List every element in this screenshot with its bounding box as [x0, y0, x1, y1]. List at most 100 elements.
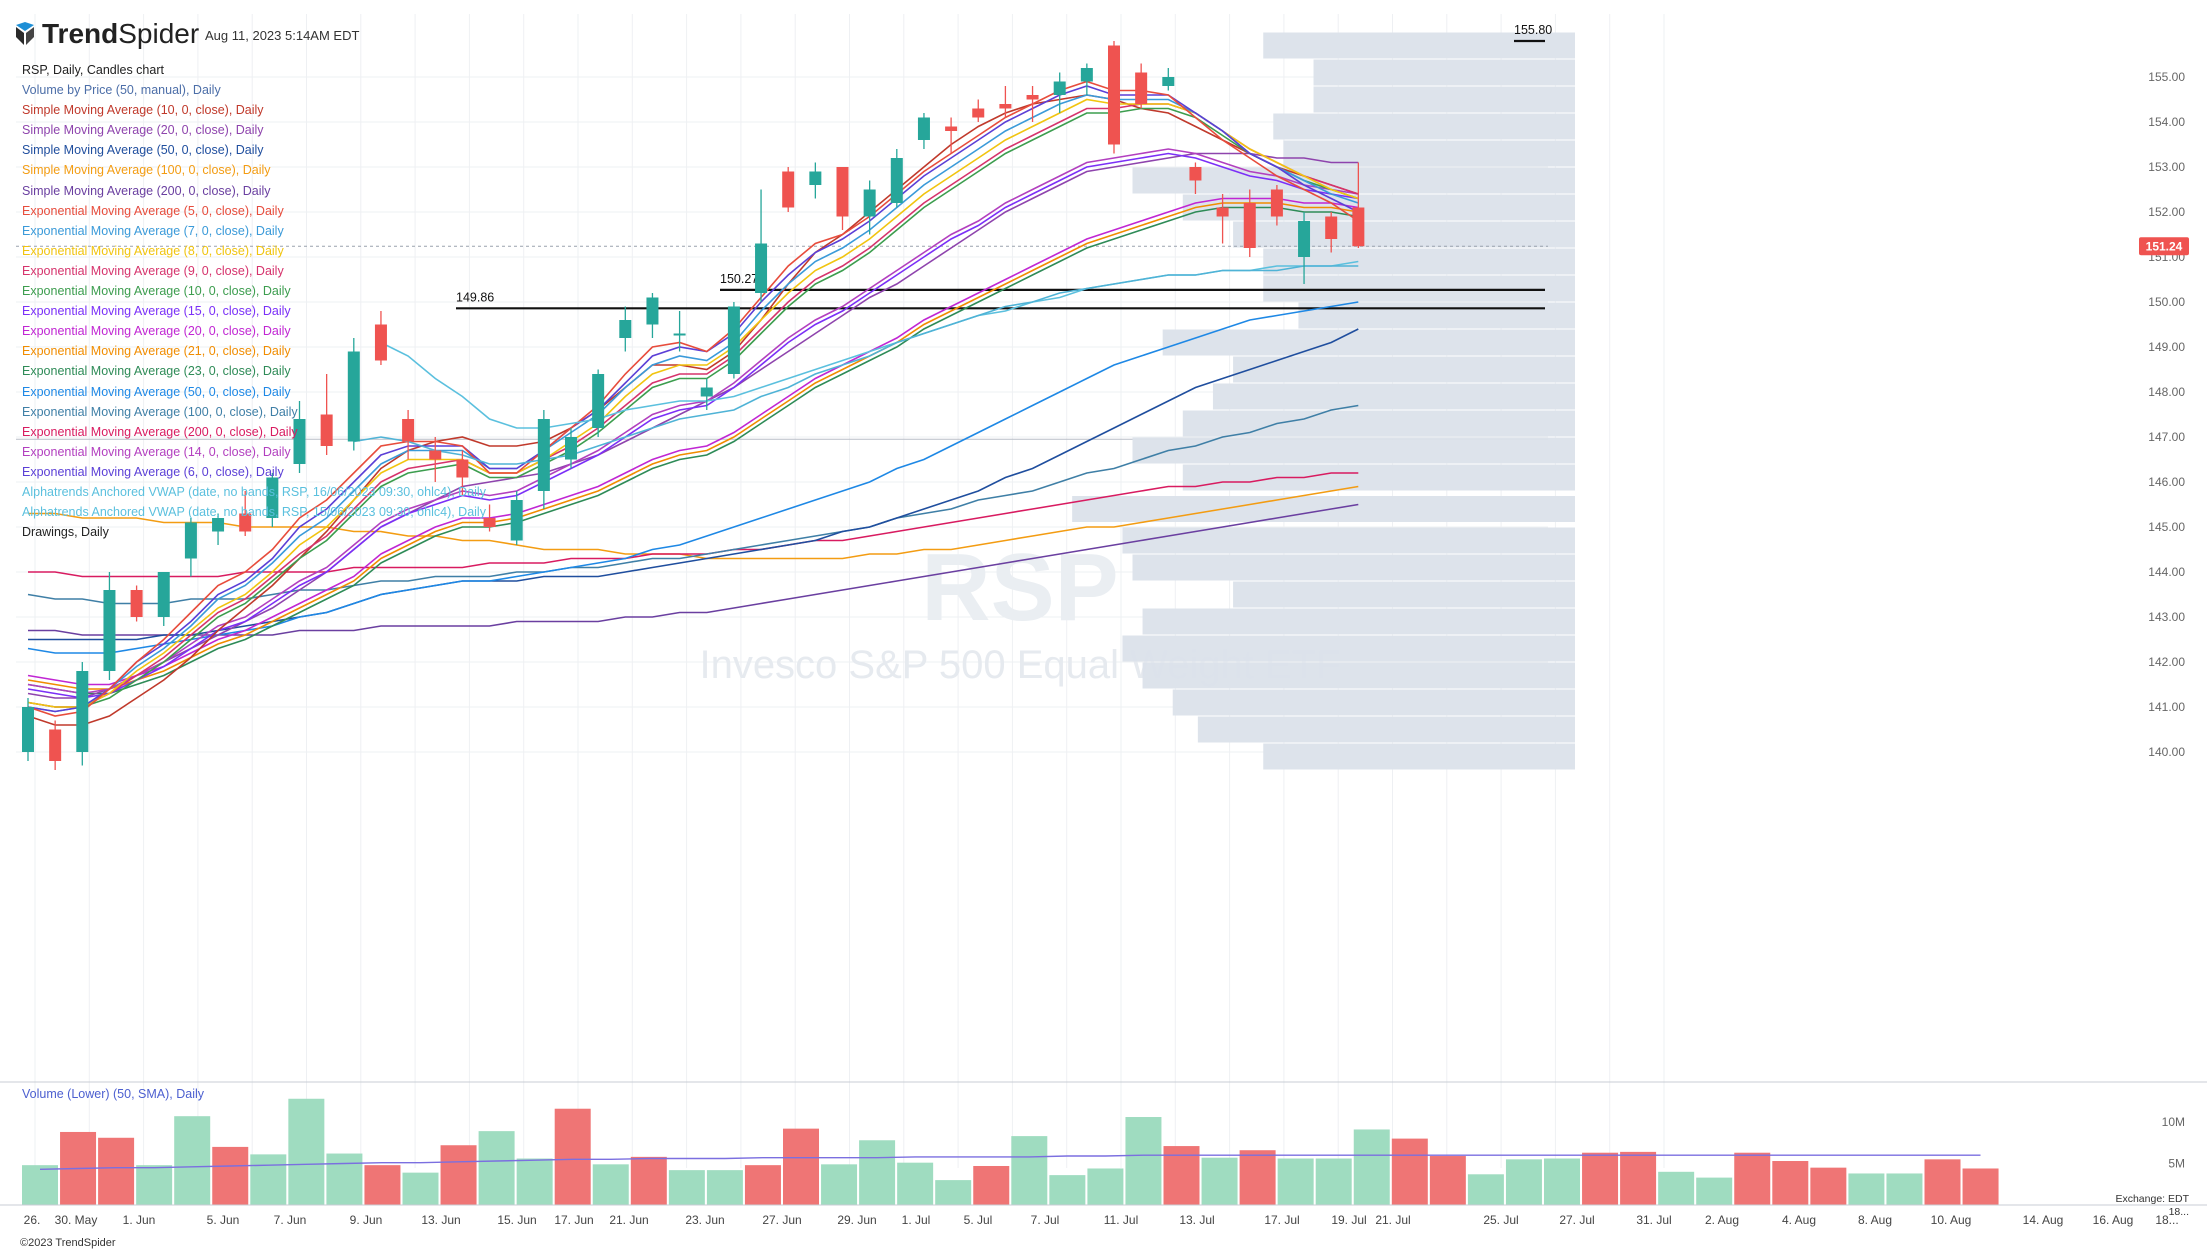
price-axis-label: 142.00 [2148, 655, 2185, 669]
legend-item[interactable]: Exponential Moving Average (7, 0, close)… [22, 223, 284, 238]
volume-bar [1772, 1161, 1809, 1205]
moving-average-line [27, 197, 1359, 686]
candle-body [320, 414, 333, 446]
legend-item[interactable]: Exponential Moving Average (8, 0, close)… [22, 243, 284, 258]
time-axis-label: 5. Jun [207, 1213, 240, 1227]
legend-item[interactable]: Simple Moving Average (200, 0, close), D… [22, 183, 271, 198]
volume-bar [973, 1165, 1010, 1205]
candle-body [646, 297, 659, 325]
volume-bar [1239, 1150, 1276, 1205]
candle-body [727, 306, 740, 374]
legend-item[interactable]: Volume by Price (50, manual), Daily [22, 83, 221, 98]
candle-body [1270, 189, 1283, 217]
price-axis-label: 154.00 [2148, 115, 2185, 129]
price-axis-label: 143.00 [2148, 610, 2185, 624]
volume-bar [554, 1108, 591, 1205]
chart-grid [16, 14, 1665, 1168]
volume-bar [1277, 1158, 1314, 1205]
vbp-bar [1233, 221, 1575, 248]
trendspider-logo[interactable]: Trend Spider [14, 18, 199, 50]
legend-item[interactable]: Exponential Moving Average (21, 0, close… [22, 344, 291, 359]
moving-average-line [27, 94, 1359, 726]
volume-axis-label: 5M [2168, 1157, 2185, 1171]
vbp-bar [1263, 743, 1575, 770]
moving-average-line [27, 152, 1359, 699]
legend-item[interactable]: Simple Moving Average (20, 0, close), Da… [22, 123, 264, 138]
volume-bar [1848, 1173, 1885, 1205]
candle-body [1352, 207, 1365, 247]
volume-bar [1011, 1136, 1048, 1205]
legend-item[interactable]: Exponential Moving Average (23, 0, close… [22, 364, 291, 379]
volume-bar [1505, 1159, 1542, 1205]
legend-item[interactable]: RSP, Daily, Candles chart [22, 63, 164, 77]
legend-item[interactable]: Exponential Moving Average (9, 0, close)… [22, 263, 284, 278]
volume-bar [1391, 1138, 1428, 1205]
volume-bar [1087, 1168, 1124, 1205]
legend-item[interactable]: Exponential Moving Average (20, 0, close… [22, 324, 291, 339]
time-axis-label: 17. Jun [554, 1213, 593, 1227]
price-level-label: 149.86 [456, 290, 494, 304]
time-axis-label: 21. Jul [1375, 1213, 1410, 1227]
legend-item[interactable]: Drawings, Daily [22, 525, 109, 540]
moving-average-line [27, 148, 1359, 695]
exchange-label: Exchange: EDT 18... [2115, 1193, 2189, 1219]
time-axis: 26. 30. May 1. Jun 5. Jun 7. Jun 9. Jun 13. Ju… [24, 1213, 2179, 1227]
price-axis-label: 155.00 [2148, 70, 2185, 84]
time-axis-label: 25. Jul [1483, 1213, 1518, 1227]
volume-bar [1734, 1152, 1771, 1205]
volume-pane: 10M 5M [0, 1081, 2207, 1206]
moving-average-line [27, 202, 1359, 690]
vbp-bar [1182, 410, 1575, 437]
time-axis-label: 1. Jun [123, 1213, 156, 1227]
time-axis-label: 1. Jul [902, 1213, 931, 1227]
price-axis-label: 146.00 [2148, 475, 2185, 489]
candle-body [374, 324, 387, 361]
legend-item[interactable]: Exponential Moving Average (10, 0, close… [22, 284, 291, 299]
legend-item[interactable]: Exponential Moving Average (6, 0, close)… [22, 464, 284, 479]
legend-item[interactable]: Simple Moving Average (100, 0, close), D… [22, 163, 271, 178]
price-axis-label: 150.00 [2148, 295, 2185, 309]
volume-bar [326, 1153, 363, 1205]
volume-bar [1544, 1158, 1580, 1205]
candle-body [1108, 45, 1120, 145]
time-axis-label: 10. Aug [1931, 1213, 1972, 1227]
candle-body [1080, 68, 1093, 82]
time-axis-label: 5. Jul [964, 1213, 993, 1227]
volume-legend[interactable]: Volume (Lower) (50, SMA), Daily [22, 1087, 205, 1101]
legend-item[interactable]: Exponential Moving Average (100, 0, clos… [22, 404, 298, 419]
time-axis-label: 23. Jun [685, 1213, 724, 1227]
vbp-bar [1122, 527, 1575, 554]
legend-item[interactable]: Exponential Moving Average (200, 0, clos… [22, 424, 298, 439]
legend-item[interactable]: Exponential Moving Average (50, 0, close… [22, 384, 291, 399]
legend-item[interactable]: Alphatrends Anchored VWAP (date, no band… [22, 484, 486, 499]
legend-item[interactable]: Simple Moving Average (10, 0, close), Da… [22, 103, 264, 118]
candle-body [945, 126, 958, 131]
candle-body [972, 108, 985, 118]
legend-item[interactable]: Simple Moving Average (50, 0, close), Da… [22, 143, 264, 158]
time-axis-label: 30. May [55, 1213, 98, 1227]
time-axis-label: 8. Aug [1858, 1213, 1892, 1227]
vbp-bar [1122, 635, 1575, 662]
legend-item[interactable]: Exponential Moving Average (14, 0, close… [22, 444, 291, 459]
volume-bar [1810, 1167, 1847, 1205]
volume-bar [174, 1116, 211, 1205]
volume-bar [1696, 1177, 1733, 1205]
vbp-bar [1197, 716, 1575, 743]
legend-item[interactable]: Alphatrends Anchored VWAP (date, no band… [22, 505, 486, 520]
time-axis-label: 9. Jun [350, 1213, 383, 1227]
exchange-extra: 18... [2168, 1206, 2189, 1218]
moving-average-line [27, 301, 1359, 654]
volume-bar [1658, 1171, 1695, 1205]
vbp-bar [1313, 59, 1575, 86]
candle-body [103, 590, 116, 671]
legend-item[interactable]: Exponential Moving Average (15, 0, close… [22, 304, 291, 319]
volume-bar [516, 1158, 553, 1205]
candle-body [49, 729, 62, 761]
vbp-bar [1263, 248, 1575, 275]
time-axis-label: 14. Aug [2023, 1213, 2064, 1227]
vbp-bar [1273, 113, 1575, 140]
volume-bar [1467, 1174, 1504, 1205]
legend-item[interactable]: Exponential Moving Average (5, 0, close)… [22, 203, 284, 218]
price-level-label: 155.80 [1514, 23, 1552, 37]
